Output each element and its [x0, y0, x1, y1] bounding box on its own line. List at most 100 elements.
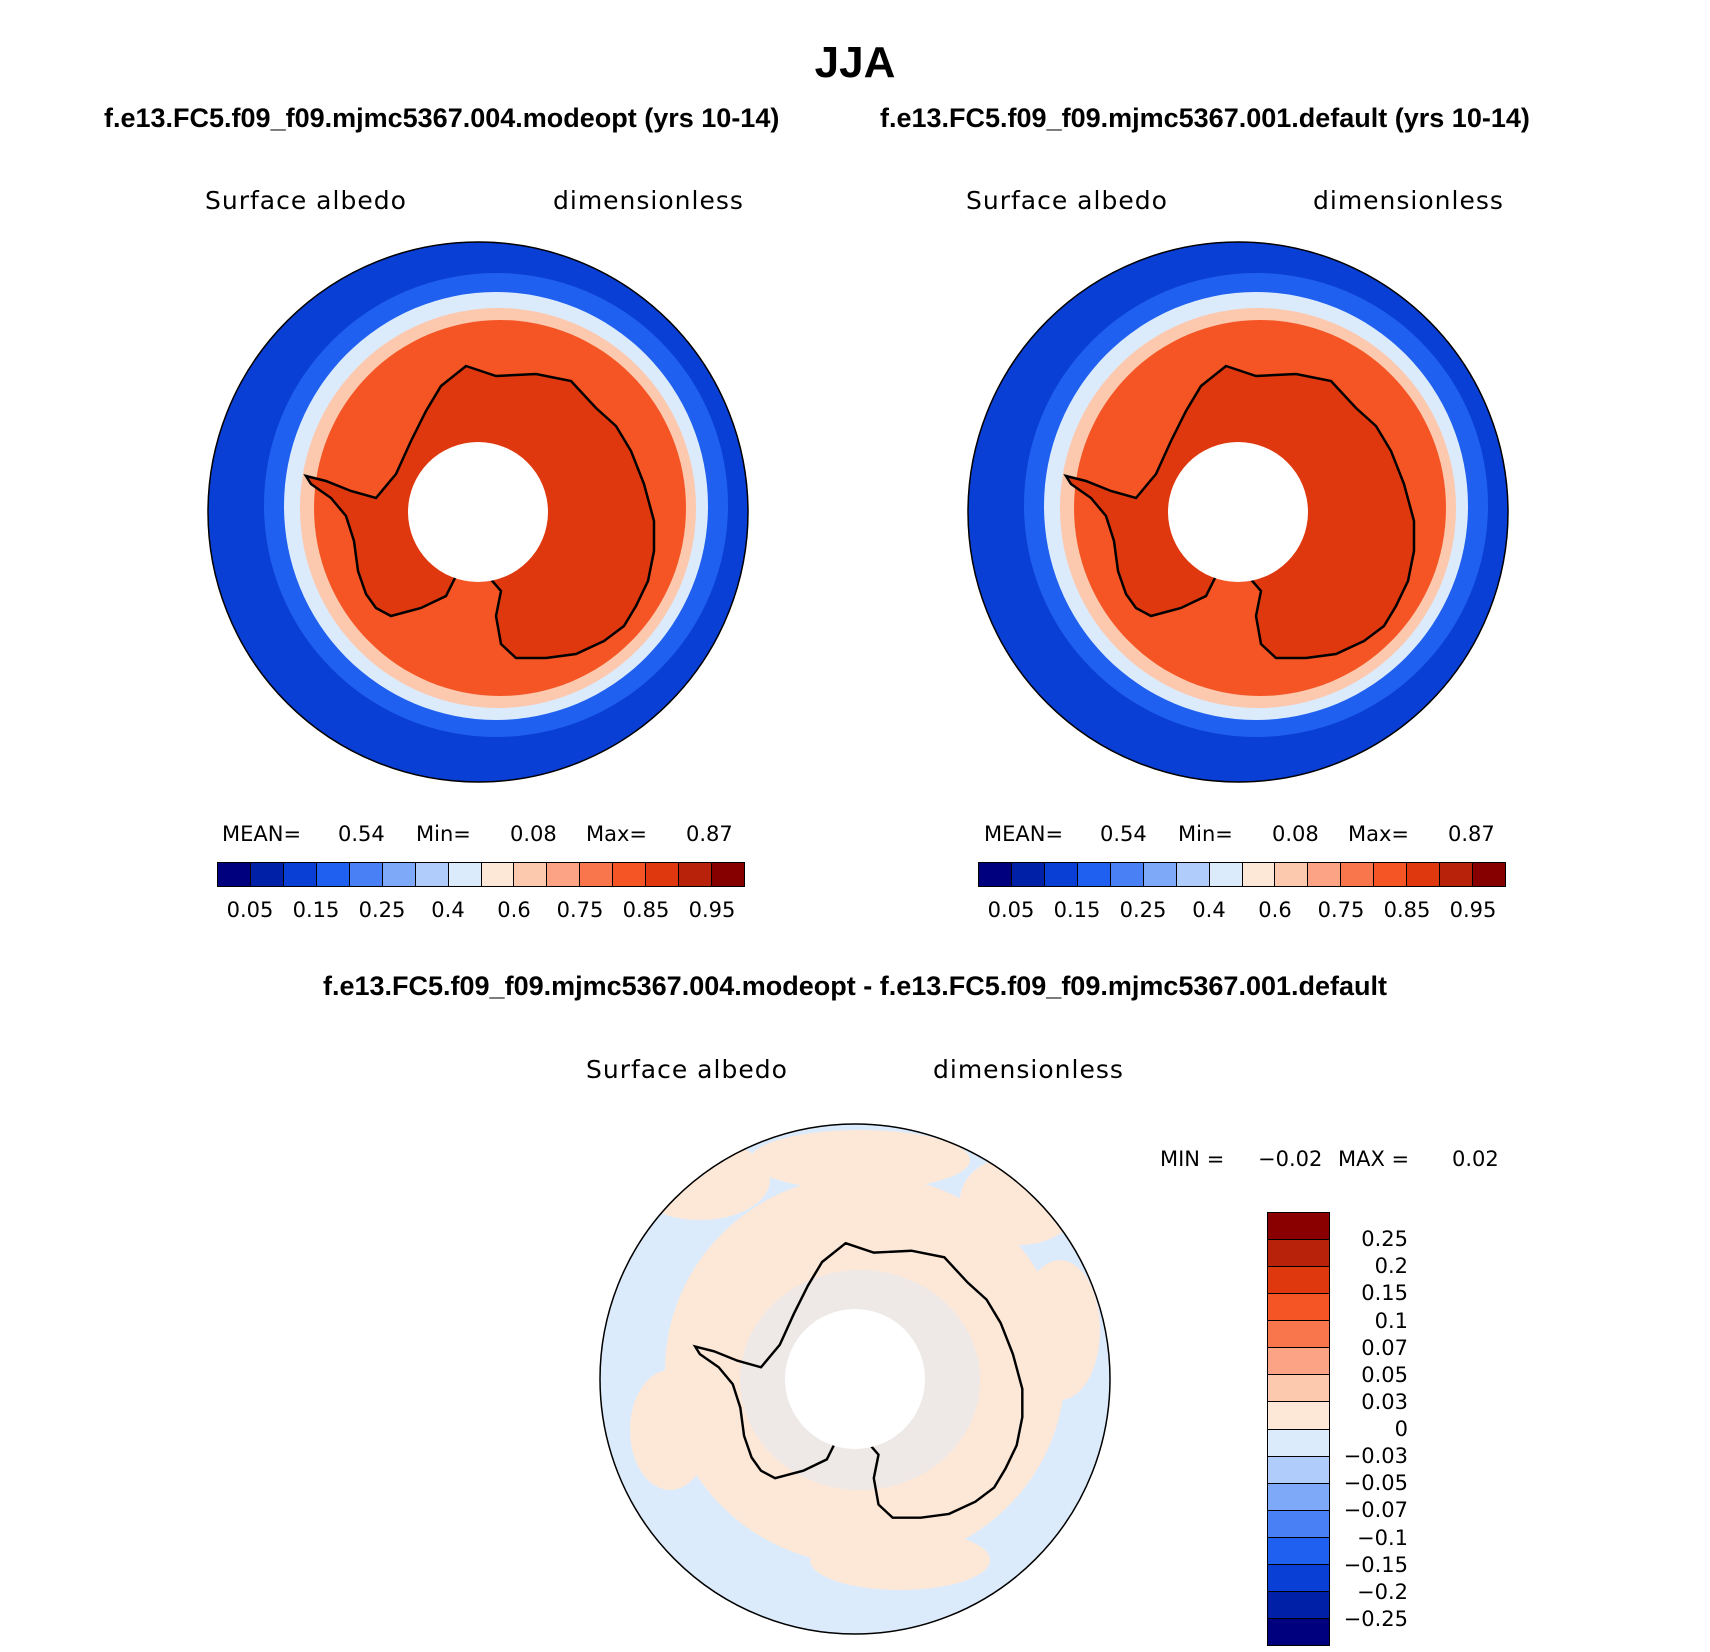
- diff-max-label: MAX =: [1338, 1147, 1410, 1171]
- diff-max-value: 0.02: [1452, 1147, 1499, 1171]
- colorbar-swatch: [1268, 1618, 1329, 1645]
- colorbar-tick-label: 0.05: [987, 898, 1035, 922]
- left-units-label: dimensionless: [553, 186, 744, 215]
- colorbar-tick-label: 0.85: [1383, 898, 1431, 922]
- colorbar-swatch: [1268, 1240, 1329, 1268]
- colorbar-swatch: [1268, 1456, 1329, 1484]
- colorbar-swatch: [1011, 863, 1045, 886]
- colorbar-swatch: [1268, 1564, 1329, 1592]
- figure-title: JJA: [814, 38, 896, 87]
- colorbar-swatch: [1473, 863, 1505, 886]
- colorbar-swatch: [679, 863, 713, 886]
- colorbar-swatch: [1268, 1375, 1329, 1403]
- colorbar-tick-label: 0.03: [1361, 1389, 1408, 1414]
- diff-case-title: f.e13.FC5.f09_f09.mjmc5367.004.modeopt -…: [322, 971, 1387, 1001]
- colorbar-swatch: [1268, 1510, 1329, 1538]
- left-albedo-map: [207, 241, 749, 783]
- colorbar-swatch: [1268, 1294, 1329, 1322]
- colorbar-tick-label: 0.25: [358, 898, 406, 922]
- right-albedo-map: [967, 241, 1509, 783]
- colorbar-swatch: [580, 863, 614, 886]
- colorbar-swatch: [712, 863, 744, 886]
- colorbar-swatch: [1268, 1591, 1329, 1619]
- left-case-title: f.e13.FC5.f09_f09.mjmc5367.004.modeopt (…: [104, 103, 780, 133]
- colorbar-swatch: [349, 863, 383, 886]
- colorbar-tick-label: 0.95: [688, 898, 736, 922]
- colorbar-swatch: [1440, 863, 1474, 886]
- colorbar-swatch: [1275, 863, 1309, 886]
- colorbar-tick-label: 0.05: [1361, 1362, 1408, 1387]
- colorbar-tick-label: 0.6: [497, 898, 531, 922]
- colorbar-swatch: [1268, 1267, 1329, 1295]
- colorbar-swatch: [1268, 1321, 1329, 1349]
- colorbar-tick-label: −0.07: [1343, 1498, 1408, 1523]
- colorbar-swatch: [1308, 863, 1342, 886]
- colorbar-swatch: [481, 863, 515, 886]
- colorbar-swatch: [1374, 863, 1408, 886]
- diff-min-value: −0.02: [1258, 1147, 1323, 1171]
- colorbar-tick-label: 0.6: [1258, 898, 1292, 922]
- colorbar-swatch: [1044, 863, 1078, 886]
- left-colorbar-ticks: 0.05 0.15 0.25 0.4 0.6 0.75 0.85 0.95: [217, 898, 745, 928]
- colorbar-swatch: [613, 863, 647, 886]
- left-mean-label: MEAN=: [222, 822, 302, 846]
- colorbar-tick-label: 0.75: [1317, 898, 1365, 922]
- colorbar-swatch: [1268, 1429, 1329, 1457]
- left-max-value: 0.87: [686, 822, 733, 846]
- colorbar-tick-label: −0.1: [1357, 1525, 1408, 1550]
- diff-min-label: MIN =: [1160, 1147, 1225, 1171]
- colorbar-tick-label: 0.4: [1192, 898, 1226, 922]
- colorbar-swatch: [1268, 1483, 1329, 1511]
- difference-map: [599, 1123, 1111, 1635]
- colorbar-swatch: [250, 863, 284, 886]
- left-min-label: Min=: [416, 822, 471, 846]
- left-mean-value: 0.54: [338, 822, 385, 846]
- right-colorbar: [978, 862, 1506, 887]
- colorbar-tick-label: 0.4: [431, 898, 465, 922]
- colorbar-tick-label: −0.05: [1343, 1471, 1408, 1496]
- right-case-title: f.e13.FC5.f09_f09.mjmc5367.001.default (…: [880, 103, 1530, 133]
- diff-variable-label: Surface albedo: [586, 1055, 788, 1084]
- colorbar-tick-label: 0.1: [1374, 1308, 1408, 1333]
- left-min-value: 0.08: [510, 822, 557, 846]
- colorbar-tick-label: −0.2: [1357, 1579, 1408, 1604]
- colorbar-swatch: [316, 863, 350, 886]
- colorbar-tick-label: 0: [1394, 1417, 1408, 1441]
- colorbar-tick-label: 0.75: [556, 898, 604, 922]
- colorbar-swatch: [1341, 863, 1375, 886]
- right-colorbar-ticks: 0.05 0.15 0.25 0.4 0.6 0.75 0.85 0.95: [978, 898, 1506, 928]
- colorbar-swatch: [415, 863, 449, 886]
- colorbar-swatch: [979, 863, 1012, 886]
- right-max-value: 0.87: [1448, 822, 1495, 846]
- colorbar-tick-label: 0.15: [292, 898, 340, 922]
- right-min-value: 0.08: [1272, 822, 1319, 846]
- colorbar-tick-label: 0.25: [1361, 1227, 1408, 1252]
- right-min-label: Min=: [1178, 822, 1233, 846]
- right-units-label: dimensionless: [1313, 186, 1504, 215]
- left-variable-label: Surface albedo: [205, 186, 407, 215]
- colorbar-tick-label: 0.07: [1361, 1335, 1408, 1360]
- right-mean-value: 0.54: [1100, 822, 1147, 846]
- colorbar-swatch: [1268, 1348, 1329, 1376]
- colorbar-tick-label: 0.2: [1374, 1254, 1408, 1279]
- left-max-label: Max=: [586, 822, 648, 846]
- colorbar-swatch: [1268, 1402, 1329, 1430]
- colorbar-swatch: [283, 863, 317, 886]
- colorbar-swatch: [1407, 863, 1441, 886]
- colorbar-swatch: [1268, 1537, 1329, 1565]
- left-colorbar: [217, 862, 745, 887]
- colorbar-swatch: [646, 863, 680, 886]
- colorbar-tick-label: 0.15: [1361, 1281, 1408, 1306]
- right-max-label: Max=: [1348, 822, 1410, 846]
- right-mean-label: MEAN=: [984, 822, 1064, 846]
- colorbar-swatch: [382, 863, 416, 886]
- colorbar-swatch: [514, 863, 548, 886]
- colorbar-tick-label: −0.25: [1343, 1606, 1408, 1631]
- colorbar-tick-label: 0.95: [1449, 898, 1497, 922]
- colorbar-swatch: [1242, 863, 1276, 886]
- diff-colorbar-ticks: 0.25 0.2 0.15 0.1 0.07 0.05 0.03 0 −0.03 −0.05 −0.…: [1318, 1212, 1418, 1646]
- colorbar-tick-label: 0.85: [622, 898, 670, 922]
- colorbar-tick-label: 0.05: [226, 898, 274, 922]
- colorbar-swatch: [448, 863, 482, 886]
